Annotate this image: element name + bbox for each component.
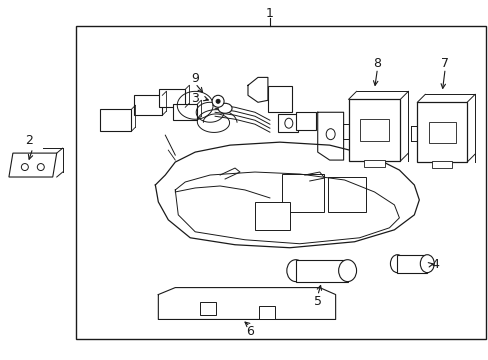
Bar bbox=[200, 302, 216, 315]
Bar bbox=[431, 161, 451, 168]
Bar bbox=[173, 104, 197, 120]
Ellipse shape bbox=[389, 255, 404, 273]
Ellipse shape bbox=[420, 255, 433, 273]
Bar bbox=[427, 122, 455, 143]
Bar bbox=[134, 95, 162, 115]
Bar bbox=[364, 160, 384, 167]
Text: 1: 1 bbox=[265, 7, 273, 20]
Bar bbox=[76, 26, 485, 339]
Bar bbox=[295, 260, 347, 282]
Bar bbox=[416, 102, 466, 162]
Ellipse shape bbox=[37, 163, 44, 171]
Bar bbox=[277, 114, 297, 132]
Ellipse shape bbox=[338, 260, 356, 282]
Bar bbox=[281, 174, 323, 212]
Bar bbox=[295, 112, 315, 130]
Bar bbox=[267, 86, 291, 112]
Ellipse shape bbox=[21, 163, 28, 171]
Text: 7: 7 bbox=[440, 57, 448, 70]
Ellipse shape bbox=[286, 260, 304, 282]
Bar bbox=[397, 255, 427, 273]
Bar bbox=[360, 120, 388, 141]
Ellipse shape bbox=[216, 99, 220, 103]
Bar bbox=[254, 202, 289, 230]
Bar bbox=[259, 306, 274, 319]
Ellipse shape bbox=[325, 129, 334, 140]
Text: 5: 5 bbox=[313, 295, 321, 308]
Bar bbox=[100, 109, 131, 131]
Text: 3: 3 bbox=[191, 92, 199, 105]
Text: 9: 9 bbox=[191, 72, 199, 85]
Bar bbox=[348, 99, 400, 161]
Bar bbox=[327, 177, 365, 212]
Ellipse shape bbox=[218, 103, 232, 113]
Text: 2: 2 bbox=[25, 134, 33, 147]
Ellipse shape bbox=[285, 118, 292, 128]
Ellipse shape bbox=[212, 95, 224, 107]
Text: 8: 8 bbox=[373, 57, 381, 70]
Bar bbox=[159, 89, 185, 107]
Text: 4: 4 bbox=[430, 258, 438, 271]
Polygon shape bbox=[9, 153, 57, 177]
Text: 6: 6 bbox=[245, 325, 253, 338]
